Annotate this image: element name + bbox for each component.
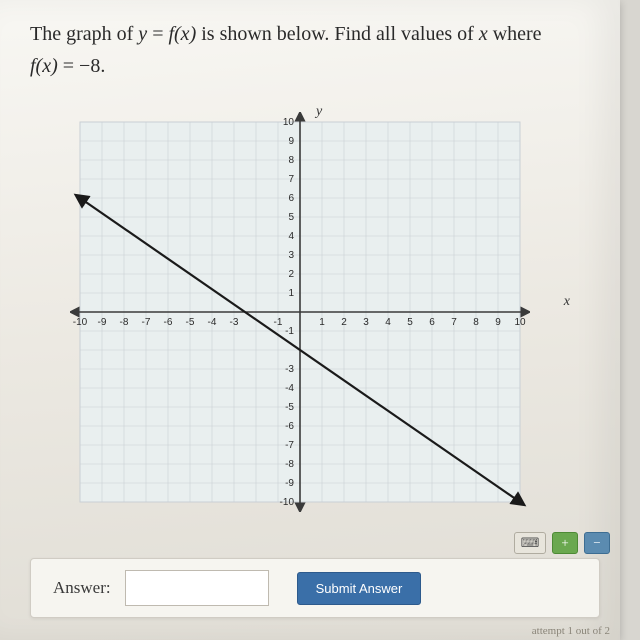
svg-text:-10: -10 xyxy=(73,317,88,328)
q-text3: where xyxy=(488,23,542,45)
svg-text:1: 1 xyxy=(288,288,294,299)
svg-text:3: 3 xyxy=(288,250,294,261)
zoom-out-icon[interactable]: − xyxy=(584,532,610,554)
q-text: The graph of xyxy=(30,23,138,45)
answer-label: Answer: xyxy=(53,578,111,598)
keyboard-icon[interactable]: ⌨ xyxy=(514,532,546,554)
answer-input[interactable] xyxy=(125,570,269,606)
svg-text:-1: -1 xyxy=(285,326,294,337)
mini-toolbar: ⌨ + − xyxy=(514,532,610,554)
svg-text:-6: -6 xyxy=(164,317,173,328)
q2-end: . xyxy=(100,55,105,77)
svg-text:7: 7 xyxy=(451,317,457,328)
svg-text:-9: -9 xyxy=(98,317,107,328)
svg-text:-9: -9 xyxy=(285,478,294,489)
svg-text:-5: -5 xyxy=(186,317,195,328)
q2-lhs: f(x) xyxy=(30,55,58,77)
svg-text:2: 2 xyxy=(288,269,294,280)
q-eq-eq: = xyxy=(147,23,168,45)
svg-text:-7: -7 xyxy=(142,317,151,328)
svg-text:6: 6 xyxy=(288,193,294,204)
svg-text:8: 8 xyxy=(288,155,294,166)
svg-text:-3: -3 xyxy=(230,317,239,328)
question-text: The graph of y = f(x) is shown below. Fi… xyxy=(0,0,620,82)
q-eq-rhs: f(x) xyxy=(168,23,196,45)
svg-text:1: 1 xyxy=(319,317,325,328)
graph-container: y x -10-9-8-7-6-5-4-3-112345678910109876… xyxy=(70,112,550,517)
q-eq-lhs: y xyxy=(138,23,147,45)
svg-text:5: 5 xyxy=(407,317,413,328)
svg-text:-6: -6 xyxy=(285,421,294,432)
svg-text:3: 3 xyxy=(363,317,369,328)
answer-bar: Answer: Submit Answer xyxy=(30,558,600,618)
svg-text:-8: -8 xyxy=(120,317,129,328)
graph-plot: -10 -9 -8 -7 -6 -5 -4 -3 -1 1 2 3 4 5 6 7 8 9 10 10 9 8 7 6 5 4 3 2… xyxy=(70,112,530,512)
svg-text:-3: -3 xyxy=(285,364,294,375)
svg-text:8: 8 xyxy=(473,317,479,328)
svg-text:6: 6 xyxy=(429,317,435,328)
q2-eq: = xyxy=(58,55,79,77)
q2-rhs: −8 xyxy=(79,55,100,77)
svg-text:10: 10 xyxy=(283,117,295,128)
svg-text:-4: -4 xyxy=(285,383,294,394)
q-var: x xyxy=(479,23,488,45)
svg-text:-4: -4 xyxy=(208,317,217,328)
worksheet-page: The graph of y = f(x) is shown below. Fi… xyxy=(0,0,620,640)
svg-text:-1: -1 xyxy=(274,317,283,328)
svg-text:9: 9 xyxy=(288,136,294,147)
svg-text:4: 4 xyxy=(288,231,294,242)
svg-text:7: 7 xyxy=(288,174,294,185)
zoom-in-icon[interactable]: + xyxy=(552,532,578,554)
svg-text:-10: -10 xyxy=(280,497,295,508)
svg-text:-7: -7 xyxy=(285,440,294,451)
svg-text:9: 9 xyxy=(495,317,501,328)
svg-text:-8: -8 xyxy=(285,459,294,470)
svg-text:4: 4 xyxy=(385,317,391,328)
y-axis-label: y xyxy=(316,104,322,120)
svg-text:-5: -5 xyxy=(285,402,294,413)
q-text2: is shown below. Find all values of xyxy=(196,23,479,45)
submit-button[interactable]: Submit Answer xyxy=(297,572,422,605)
x-axis-label: x xyxy=(564,294,570,310)
svg-text:10: 10 xyxy=(514,317,526,328)
svg-text:2: 2 xyxy=(341,317,347,328)
svg-text:5: 5 xyxy=(288,212,294,223)
attempt-text: attempt 1 out of 2 xyxy=(532,625,610,637)
